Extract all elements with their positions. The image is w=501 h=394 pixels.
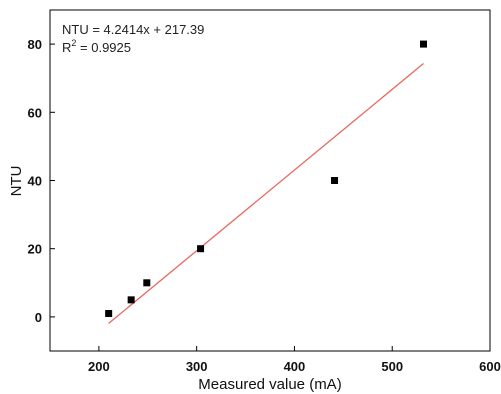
data-point (420, 40, 428, 48)
r-squared-r: R (62, 40, 71, 55)
plot-frame (49, 9, 491, 352)
data-point (143, 279, 151, 287)
x-axis-label: Measured value (mA) (198, 376, 341, 393)
data-point (105, 309, 113, 317)
x-tick-label: 500 (381, 359, 403, 374)
x-axis-ticks: 200 300 400 500 600 (88, 346, 501, 374)
r-squared-value: = 0.9925 (76, 40, 131, 55)
equation-annotation: NTU = 4.2414x + 217.39 (62, 22, 204, 37)
x-tick-label: 300 (186, 359, 208, 374)
fit-line-group (108, 63, 424, 324)
data-point (127, 296, 135, 304)
y-tick-label: 80 (28, 37, 42, 52)
data-points (105, 40, 428, 317)
fit-line (108, 63, 424, 324)
y-tick-label: 20 (28, 242, 42, 257)
data-point (197, 245, 205, 253)
x-tick-label: 600 (479, 359, 501, 374)
r-squared-annotation: R2 = 0.9925 (62, 38, 131, 55)
data-point (331, 177, 339, 184)
y-axis-label: NTU (8, 166, 25, 197)
y-tick-label: 0 (35, 310, 42, 325)
r-squared-superscript: 2 (71, 38, 76, 48)
x-tick-label: 200 (88, 359, 110, 374)
y-tick-label: 40 (28, 174, 42, 189)
x-tick-label: 400 (284, 359, 306, 374)
y-axis-ticks: 0 20 40 60 80 (28, 37, 55, 325)
y-tick-label: 60 (28, 105, 42, 120)
